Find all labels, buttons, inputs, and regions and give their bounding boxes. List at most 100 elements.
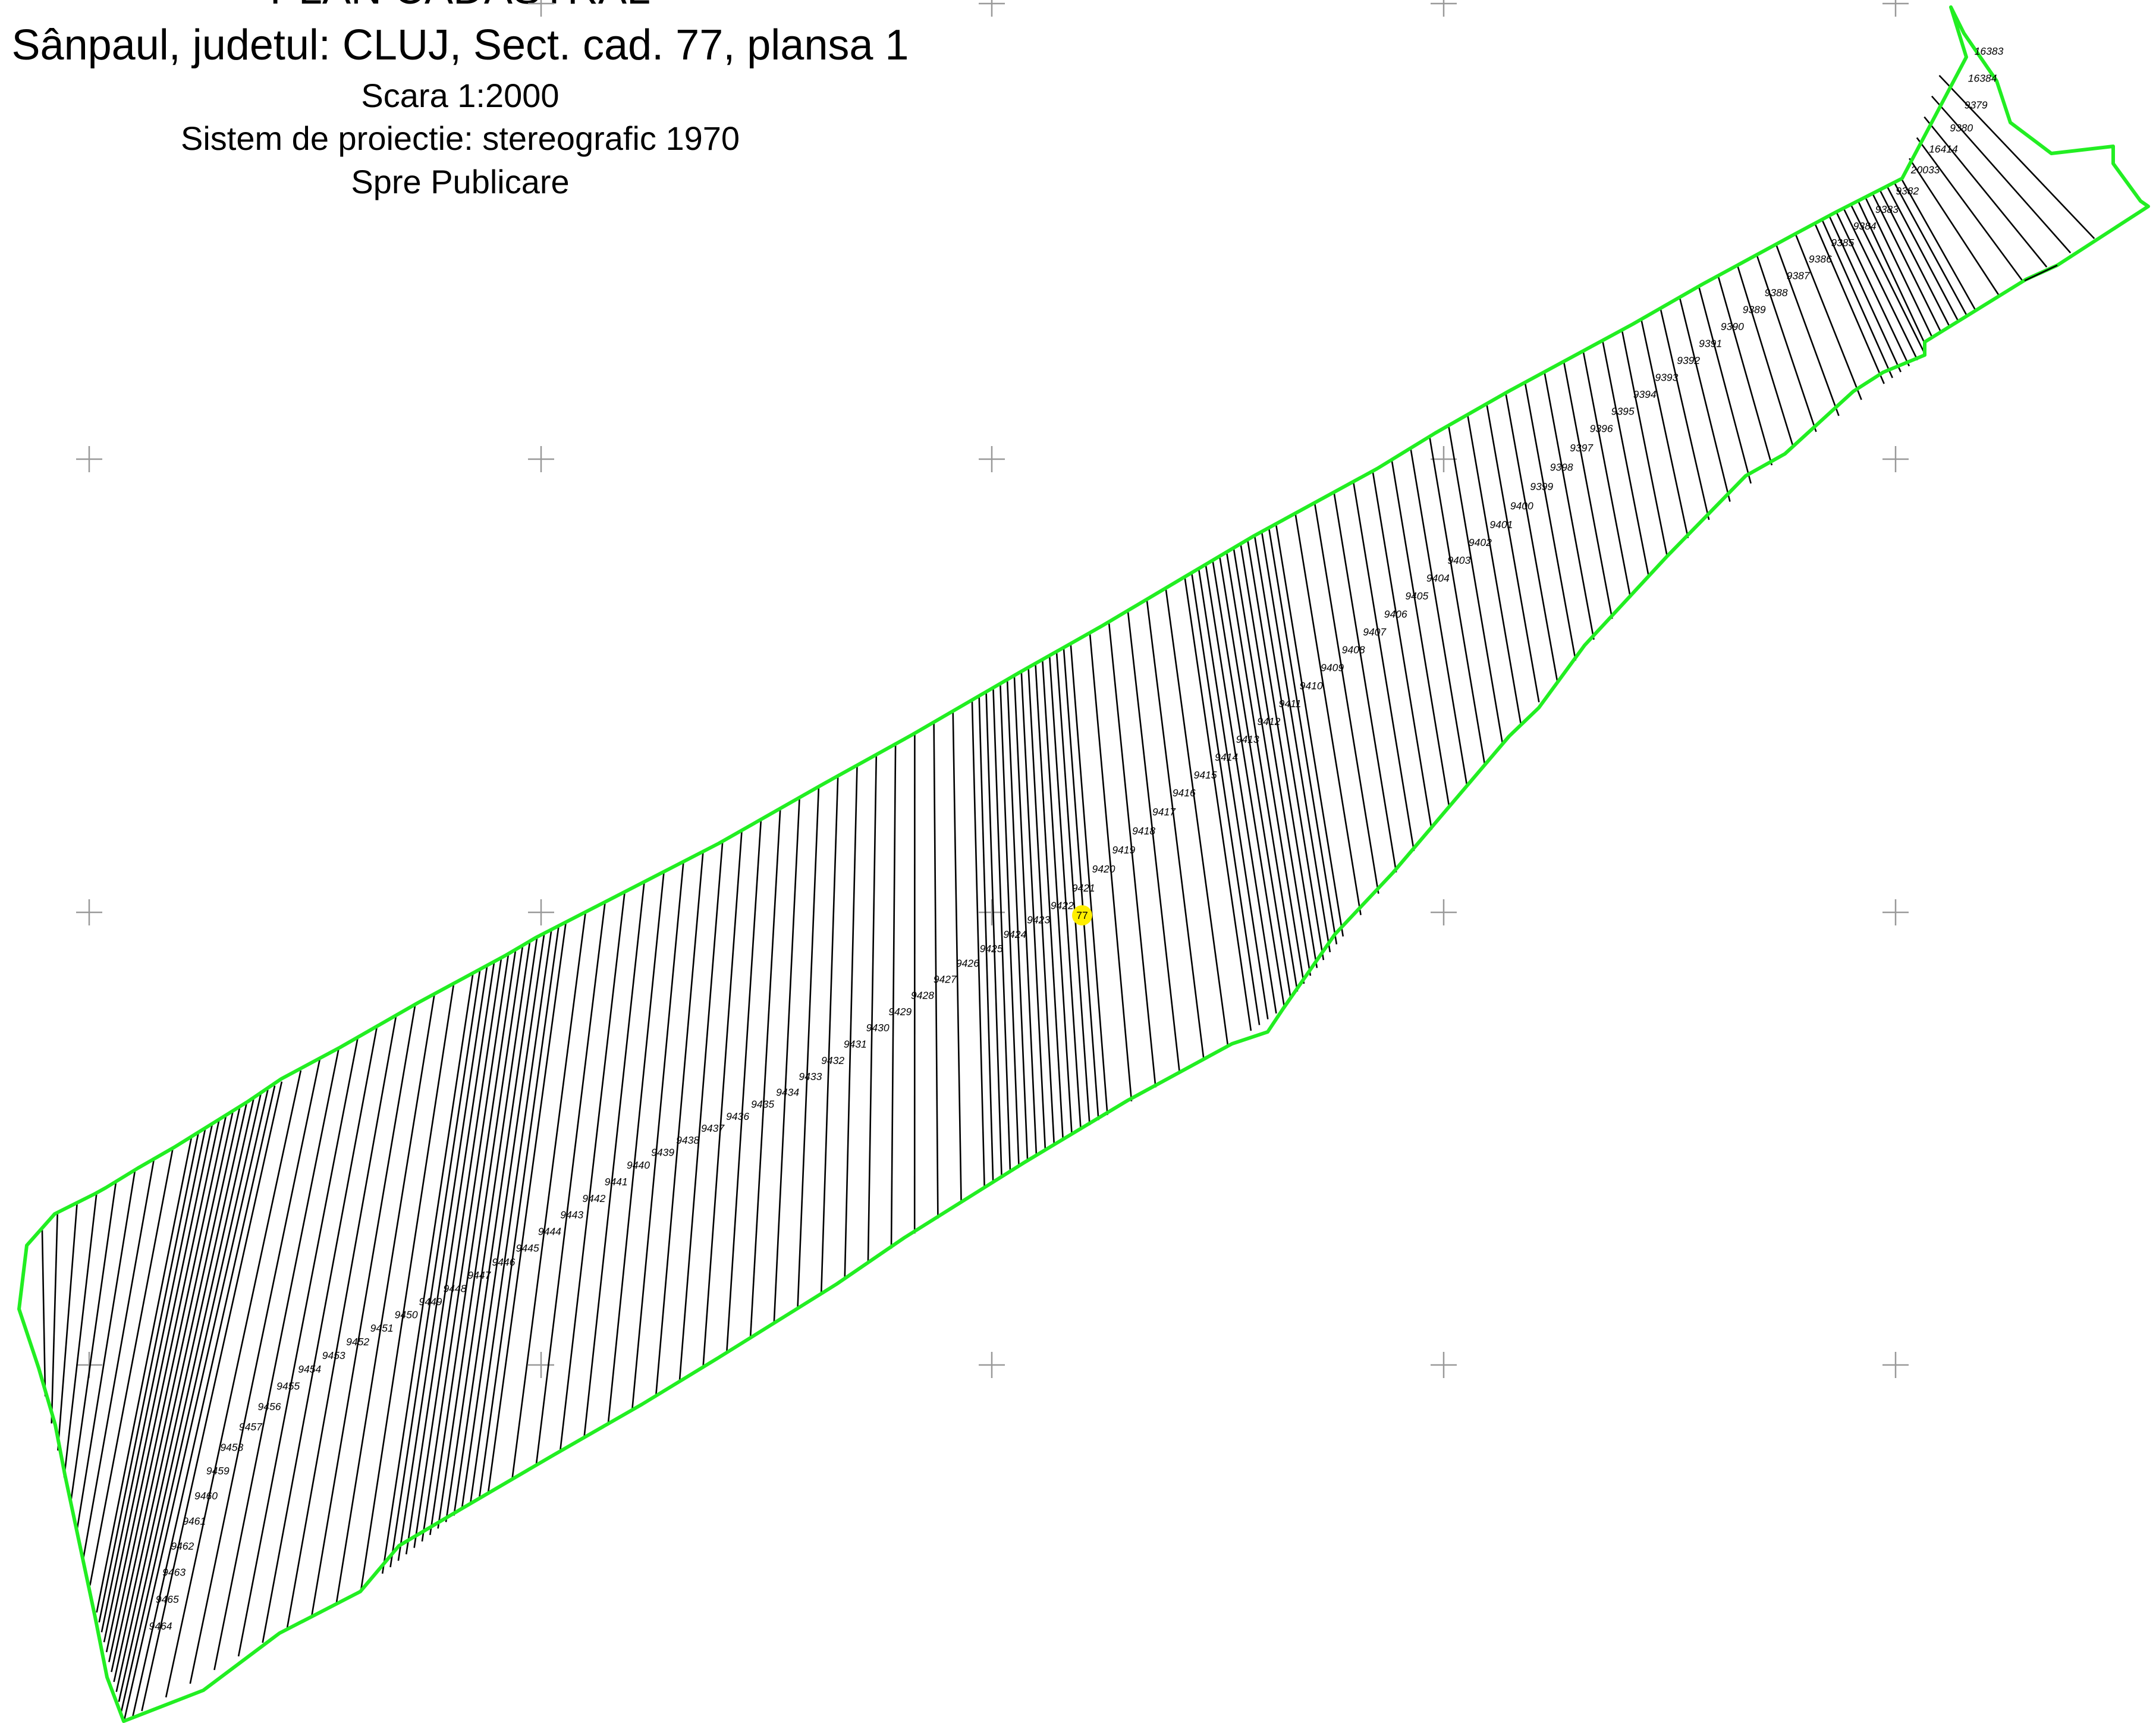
parcel-number: 9460 xyxy=(194,1490,218,1502)
parcel-number: 9425 xyxy=(980,943,1003,955)
parcel-number: 9384 xyxy=(1853,220,1877,232)
parcel-number: 9464 xyxy=(149,1620,172,1632)
parcel-number: 9392 xyxy=(1677,354,1700,366)
grid-cross xyxy=(1882,0,1909,17)
parcel-division-line xyxy=(1218,555,1292,1000)
parcel-division-line xyxy=(678,841,724,1382)
parcel-number: 9432 xyxy=(821,1054,844,1066)
parcel-number: 9437 xyxy=(701,1122,725,1134)
grid-cross xyxy=(1431,899,1457,925)
parcel-division-line xyxy=(583,881,645,1438)
parcel-division-line xyxy=(1127,610,1181,1074)
parcel-division-line xyxy=(115,1101,248,1692)
parcel-division-line xyxy=(1070,644,1108,1115)
parcel-division-line xyxy=(41,1228,46,1396)
parcel-division-line xyxy=(1027,668,1055,1145)
parcel-number: 9458 xyxy=(220,1441,243,1453)
parcel-division-line xyxy=(478,925,560,1499)
parcel-division-line xyxy=(1448,426,1504,745)
parcel-division-line xyxy=(105,1119,220,1653)
parcel-division-line xyxy=(1737,265,1794,448)
parcel-number: 9390 xyxy=(1721,321,1744,332)
parcel-number: 9380 xyxy=(1950,122,1973,134)
parcel-division-line xyxy=(389,968,481,1568)
parcel-division-line xyxy=(1225,552,1299,992)
parcel-number: 9387 xyxy=(1787,270,1811,282)
parcel-division-line xyxy=(1582,350,1632,598)
parcel-division-line xyxy=(1013,676,1038,1156)
parcel-number: 9446 xyxy=(492,1256,515,1268)
parcel-number: 9445 xyxy=(516,1242,539,1254)
parcel-division-line xyxy=(1313,503,1379,894)
parcel-number: 9408 xyxy=(1342,644,1365,656)
parcel-number: 9427 xyxy=(934,973,957,985)
parcel-number: 9456 xyxy=(258,1401,281,1413)
parcel-division-line xyxy=(1900,178,1976,311)
parcel-number: 9452 xyxy=(346,1336,369,1348)
inner-boundary-segment xyxy=(2024,264,2058,282)
parcel-number: 9439 xyxy=(651,1146,674,1158)
parcel-number: 9396 xyxy=(1590,423,1613,435)
parcel-number: 9416 xyxy=(1173,787,1196,799)
parcel-division-line xyxy=(335,993,436,1605)
parcel-number: 9405 xyxy=(1405,590,1428,602)
parcel-number: 9448 xyxy=(444,1282,467,1294)
parcel-number: 9462 xyxy=(171,1540,194,1552)
parcel-division-line xyxy=(51,1212,58,1424)
parcel-division-line xyxy=(1020,672,1046,1151)
parcel-number: 9399 xyxy=(1530,481,1553,492)
parcel-division-line xyxy=(1467,415,1522,724)
parcel-number: 9386 xyxy=(1809,253,1832,265)
parcel-division-line xyxy=(429,948,517,1535)
parcel-division-line xyxy=(1486,404,1540,702)
parcel-number: 9383 xyxy=(1875,203,1899,215)
sector-boundary xyxy=(17,5,2150,1723)
grid-cross xyxy=(1431,0,1457,17)
parcel-number: 9422 xyxy=(1051,899,1074,911)
grid-cross xyxy=(979,0,1005,17)
parcel-division-line xyxy=(469,929,552,1504)
parcel-division-line xyxy=(1563,361,1613,619)
parcel-division-line xyxy=(1828,215,1902,372)
parcel-division-line xyxy=(607,871,665,1424)
parcel-division-line xyxy=(971,700,985,1188)
parcel-division-line xyxy=(381,972,474,1574)
parcel-number: 9393 xyxy=(1655,371,1678,383)
parcel-number: 9463 xyxy=(162,1567,186,1578)
parcel-division-line xyxy=(1886,186,1959,322)
parcel-number: 9465 xyxy=(156,1593,179,1605)
grid-cross xyxy=(979,1352,1005,1378)
parcel-division-line xyxy=(113,1106,241,1683)
parcel-number: 9410 xyxy=(1300,680,1323,692)
parcel-division-line xyxy=(726,820,762,1352)
parcel-number: 9447 xyxy=(467,1269,491,1281)
parcel-number: 9418 xyxy=(1132,825,1155,837)
parcel-number: 9429 xyxy=(888,1006,912,1018)
parcel-division-line xyxy=(1108,622,1156,1088)
parcel-division-line xyxy=(76,1170,136,1532)
parcel-number: 9401 xyxy=(1489,519,1513,531)
parcel-division-line xyxy=(1836,212,1910,367)
parcel-division-line xyxy=(70,1181,117,1505)
parcel-number: 9421 xyxy=(1072,882,1095,894)
parcel-division-line xyxy=(111,1110,234,1672)
map-projection: Sistem de proiectie: stereografic 1970 xyxy=(181,120,740,157)
parcel-division-line xyxy=(1909,158,2000,297)
parcel-division-line xyxy=(1756,255,1817,432)
parcel-division-line xyxy=(89,1148,174,1586)
parcel-division-line xyxy=(445,940,531,1523)
parcel-division-line xyxy=(844,765,858,1279)
parcel-number: 9426 xyxy=(956,958,979,969)
parcel-division-line xyxy=(397,964,488,1561)
parcel-number: 9455 xyxy=(276,1380,300,1392)
parcel-division-line xyxy=(1246,539,1318,968)
parcel-division-line xyxy=(1048,655,1082,1131)
parcel-division-line xyxy=(189,1059,321,1684)
parcel-division-line xyxy=(437,944,524,1529)
grid-cross xyxy=(1882,899,1909,925)
parcel-division-line xyxy=(992,688,1011,1172)
parcel-division-line xyxy=(559,892,626,1452)
grid-cross xyxy=(1882,1352,1909,1378)
parcel-number: 9430 xyxy=(866,1022,890,1034)
